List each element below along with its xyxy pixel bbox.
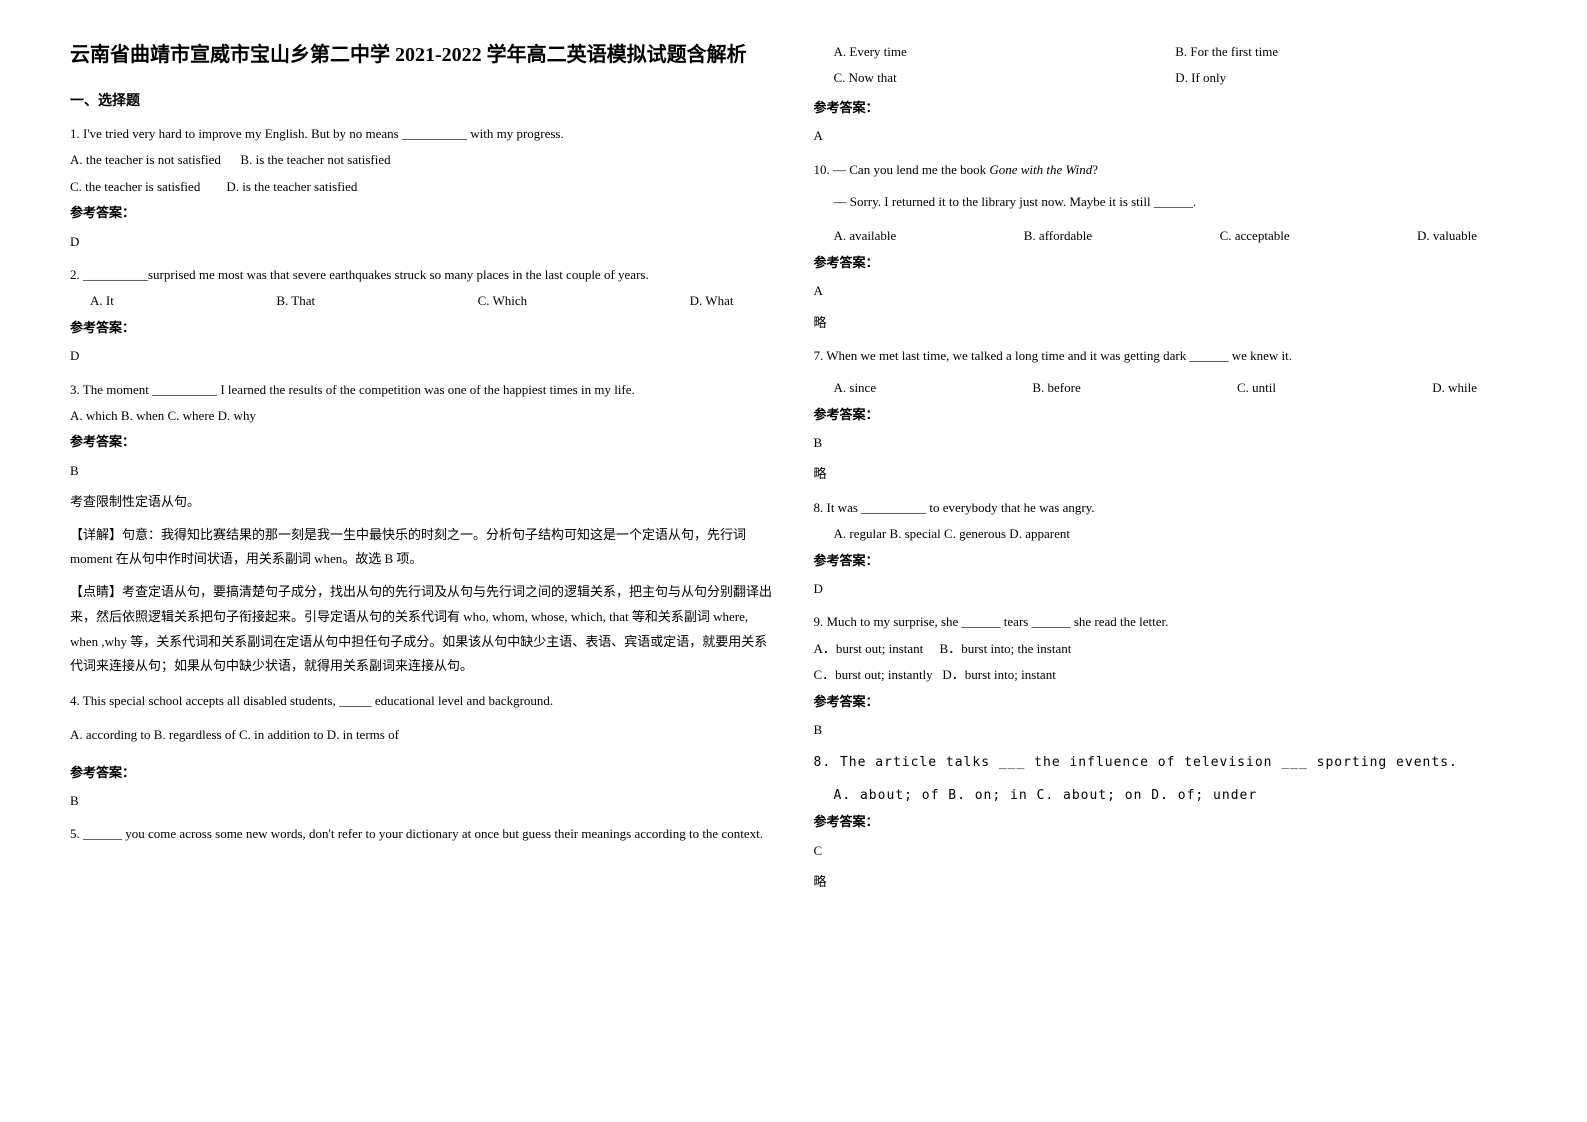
- question-9: 9. Much to my surprise, she ______ tears…: [814, 610, 1518, 741]
- question-3: 3. The moment __________ I learned the r…: [70, 378, 774, 679]
- q10-answer-label: 参考答案：: [814, 251, 1518, 274]
- q1-optD: D. is the teacher satisfied: [226, 179, 357, 194]
- question-5-options: A. Every time B. For the first time C. N…: [814, 40, 1518, 148]
- q10-optA: A. available: [834, 224, 897, 247]
- q5-optB: B. For the first time: [1175, 40, 1517, 63]
- q8-answer: D: [814, 577, 1518, 600]
- section-heading: 一、选择题: [70, 90, 774, 110]
- q3-exp-label: 考查限制性定语从句。: [70, 490, 774, 515]
- q10-line1b: ?: [1092, 162, 1098, 177]
- q10-optB: B. affordable: [1024, 224, 1092, 247]
- q10-optC: C. acceptable: [1220, 224, 1290, 247]
- q9-optA: A．burst out; instant: [814, 641, 924, 656]
- q7-optC: C. until: [1237, 376, 1276, 399]
- q4-text: 4. This special school accepts all disab…: [70, 689, 774, 712]
- question-4: 4. This special school accepts all disab…: [70, 689, 774, 813]
- q4-options: A. according to B. regardless of C. in a…: [70, 723, 774, 746]
- question-8: 8. It was __________ to everybody that h…: [814, 496, 1518, 601]
- left-column: 云南省曲靖市宣威市宝山乡第二中学 2021-2022 学年高二英语模拟试题含解析…: [50, 40, 794, 1082]
- q2-optD: D. What: [690, 289, 734, 312]
- question-7: 7. When we met last time, we talked a lo…: [814, 344, 1518, 486]
- q1-text: 1. I've tried very hard to improve my En…: [70, 122, 774, 145]
- q1-opts-row1: A. the teacher is not satisfied B. is th…: [70, 148, 774, 171]
- q1-optB: B. is the teacher not satisfied: [240, 152, 390, 167]
- q9-optD: D．burst into; instant: [942, 667, 1055, 682]
- q5-answer: A: [814, 124, 1518, 147]
- q1-opts-row2: C. the teacher is satisfied D. is the te…: [70, 175, 774, 198]
- q3-exp2: 【点睛】考查定语从句，要搞清楚句子成分，找出从句的先行词及从句与先行词之间的逻辑…: [70, 580, 774, 679]
- q10-answer: A: [814, 279, 1518, 302]
- q7-answer: B: [814, 431, 1518, 454]
- q4-answer-label: 参考答案：: [70, 761, 774, 784]
- q1-answer-label: 参考答案：: [70, 201, 774, 224]
- q9-text: 9. Much to my surprise, she ______ tears…: [814, 610, 1518, 633]
- q8b-options: A. about; of B. on; in C. about; on D. o…: [814, 784, 1518, 807]
- q2-optA: A. It: [90, 289, 114, 312]
- q7-omit: 略: [814, 462, 1518, 485]
- question-8b: 8. The article talks ___ the influence o…: [814, 751, 1518, 893]
- q3-answer: B: [70, 459, 774, 482]
- q8b-answer-label: 参考答案：: [814, 810, 1518, 833]
- q5-optD: D. If only: [1175, 66, 1517, 89]
- q9-opts-row1: A．burst out; instant B．burst into; the i…: [814, 637, 1518, 660]
- q7-options: A. since B. before C. until D. while: [814, 376, 1518, 399]
- q5-text: 5. ______ you come across some new words…: [70, 822, 774, 845]
- q1-optA: A. the teacher is not satisfied: [70, 152, 221, 167]
- question-5: 5. ______ you come across some new words…: [70, 822, 774, 845]
- question-1: 1. I've tried very hard to improve my En…: [70, 122, 774, 253]
- q7-optA: A. since: [834, 376, 877, 399]
- q8-answer-label: 参考答案：: [814, 549, 1518, 572]
- q5-optA: A. Every time: [834, 40, 1176, 63]
- q5-optC: C. Now that: [834, 66, 1176, 89]
- q10-optD: D. valuable: [1417, 224, 1477, 247]
- q10-line2: — Sorry. I returned it to the library ju…: [814, 190, 1518, 213]
- q3-answer-label: 参考答案：: [70, 430, 774, 453]
- question-10: 10. — Can you lend me the book Gone with…: [814, 158, 1518, 334]
- q7-optD: D. while: [1432, 376, 1477, 399]
- q9-optC: C．burst out; instantly: [814, 667, 933, 682]
- right-column: A. Every time B. For the first time C. N…: [794, 40, 1538, 1082]
- q3-options: A. which B. when C. where D. why: [70, 404, 774, 427]
- document-title: 云南省曲靖市宣威市宝山乡第二中学 2021-2022 学年高二英语模拟试题含解析: [70, 40, 774, 70]
- q10-options: A. available B. affordable C. acceptable…: [814, 224, 1518, 247]
- q2-answer: D: [70, 344, 774, 367]
- q8b-omit: 略: [814, 870, 1518, 893]
- q9-answer: B: [814, 718, 1518, 741]
- q9-optB: B．burst into; the instant: [940, 641, 1072, 656]
- q7-text: 7. When we met last time, we talked a lo…: [814, 344, 1518, 367]
- q10-line1a: 10. — Can you lend me the book: [814, 162, 990, 177]
- q9-opts-row2: C．burst out; instantly D．burst into; ins…: [814, 663, 1518, 686]
- q2-optC: C. Which: [478, 289, 528, 312]
- q8-options: A. regular B. special C. generous D. app…: [814, 522, 1518, 545]
- q2-options: A. It B. That C. Which D. What: [70, 289, 774, 312]
- q2-answer-label: 参考答案：: [70, 316, 774, 339]
- q8b-answer: C: [814, 839, 1518, 862]
- q7-optB: B. before: [1032, 376, 1080, 399]
- q10-italic: Gone with the Wind: [989, 162, 1092, 177]
- q4-answer: B: [70, 789, 774, 812]
- q8-text: 8. It was __________ to everybody that h…: [814, 496, 1518, 519]
- q3-exp1: 【详解】句意：我得知比赛结果的那一刻是我一生中最快乐的时刻之一。分析句子结构可知…: [70, 523, 774, 572]
- q2-optB: B. That: [276, 289, 315, 312]
- q5-options: A. Every time B. For the first time C. N…: [814, 40, 1518, 93]
- q9-answer-label: 参考答案：: [814, 690, 1518, 713]
- q7-answer-label: 参考答案：: [814, 403, 1518, 426]
- q8b-text: 8. The article talks ___ the influence o…: [814, 751, 1518, 774]
- q1-answer: D: [70, 230, 774, 253]
- q10-line1: 10. — Can you lend me the book Gone with…: [814, 158, 1518, 181]
- q3-text: 3. The moment __________ I learned the r…: [70, 378, 774, 401]
- q5-answer-label: 参考答案：: [814, 96, 1518, 119]
- q10-omit: 略: [814, 311, 1518, 334]
- q2-text: 2. __________surprised me most was that …: [70, 263, 774, 286]
- question-2: 2. __________surprised me most was that …: [70, 263, 774, 368]
- q1-optC: C. the teacher is satisfied: [70, 179, 200, 194]
